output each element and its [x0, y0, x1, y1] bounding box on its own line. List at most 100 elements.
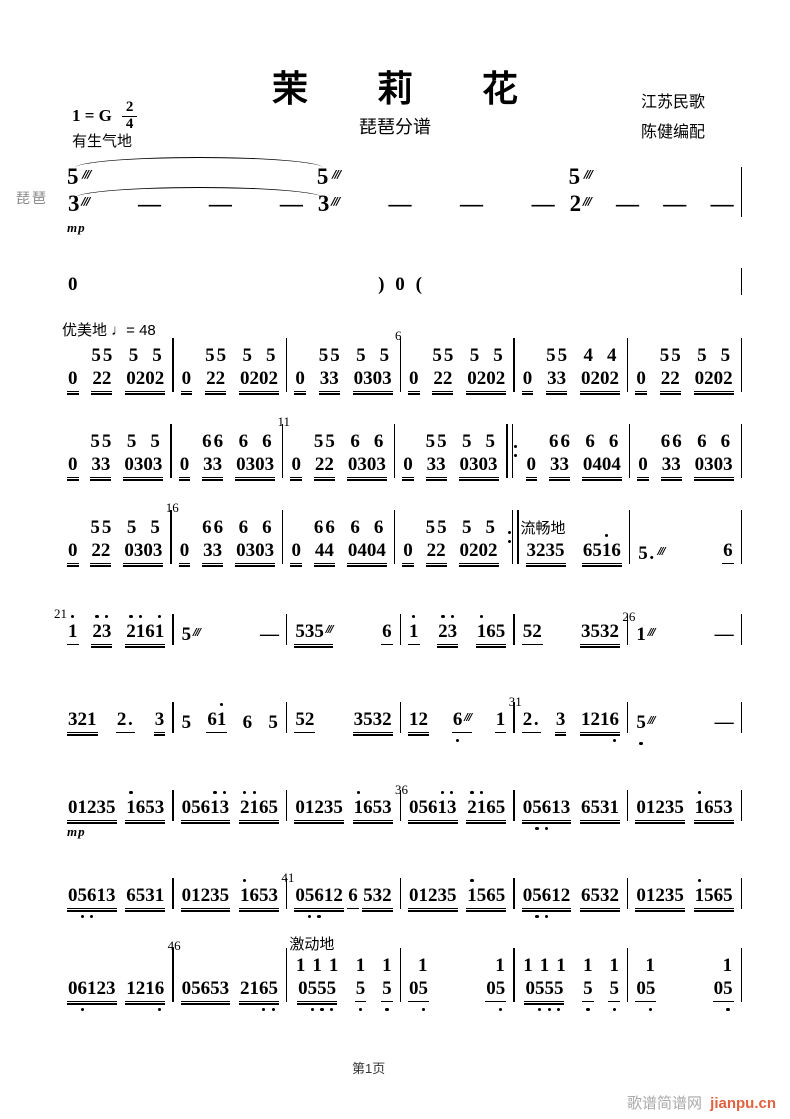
note-text: 1: [494, 709, 507, 733]
note-digit: 6: [548, 431, 559, 453]
note-digit: 0: [258, 367, 269, 389]
repeat-end-barline: [507, 510, 519, 564]
note-digit: 3: [264, 539, 275, 561]
note-text: 0: [408, 368, 420, 396]
barline: [513, 614, 515, 645]
note-digit: 2: [249, 367, 259, 389]
note-digit: 6: [348, 884, 358, 906]
note-digit: 3: [210, 884, 220, 906]
note-digit: 2: [101, 367, 112, 389]
note-digit: 6: [126, 884, 136, 906]
note-digit: 3: [154, 796, 165, 818]
note-digit: 5: [317, 977, 327, 1012]
upper-voice: 1: [582, 953, 594, 977]
note-text: 0: [294, 368, 306, 396]
note-group: 5///: [181, 624, 202, 645]
note-group: 1: [408, 614, 420, 645]
tremolo-mark: ///: [657, 546, 666, 557]
site-url-link[interactable]: jianpu.cn: [710, 1095, 776, 1112]
tempo-label: 优美地 ♩= 48: [62, 321, 156, 339]
note-text: 0: [180, 368, 193, 396]
note-digit: 5: [469, 345, 480, 367]
note-digit: 2: [200, 884, 211, 906]
barline: [740, 702, 743, 733]
measure: 21 1 2 3 2 1 6 1: [54, 606, 172, 649]
note-digit: 2: [532, 620, 542, 642]
note-digit: 3: [363, 367, 373, 389]
note-digit: 4: [606, 345, 617, 367]
note-text: 0: [178, 540, 191, 568]
note-digit: 3: [556, 367, 567, 389]
tempo-label: 激动地: [289, 935, 335, 953]
note-digit: 1: [353, 790, 364, 818]
note-digit: 2: [609, 367, 619, 389]
barline: [285, 702, 288, 733]
note-digit: 5: [674, 796, 684, 818]
note-digit: 3: [245, 453, 256, 475]
note-digit: 5: [555, 539, 565, 561]
note-digit: 2: [239, 977, 250, 999]
score-subtitle: 琵琶分谱: [359, 117, 431, 137]
measure: 11 0 5 5 2 2 6 6 0 3 0 3: [277, 414, 393, 482]
note-digit: 3: [353, 708, 364, 730]
note-digit: 3: [152, 453, 163, 475]
upper-voice: 1: [634, 953, 658, 977]
note-digit: 0: [713, 367, 724, 389]
upper-voice: 1: [484, 953, 508, 977]
note-digit: (: [415, 273, 422, 295]
note-digit: 1: [145, 977, 155, 999]
note-digit: 1: [87, 977, 97, 999]
note-digit: 2: [495, 367, 506, 389]
upper-voice: [137, 160, 161, 190]
duration-dash: —: [279, 191, 303, 216]
note-digit: 5: [534, 977, 545, 1012]
note-digit: 0: [236, 453, 246, 475]
system-row: 0 5 5 2 2 5 5 0 3 0 3 16 0 6 6 3 3 6 6 0 3 0 3 0 6 6 4 4 6 6 0 4 0 4 0 5 5 2 2…: [60, 500, 743, 568]
note-digit: 0: [145, 367, 155, 389]
note-digit: 2: [469, 539, 479, 561]
note-digit: 2: [135, 367, 146, 389]
note-digit: 2: [560, 884, 571, 906]
note-digit: 5: [219, 884, 230, 906]
duration-dash: —: [615, 191, 639, 216]
note-digit: 5: [101, 517, 112, 539]
note-digit: 1: [135, 614, 146, 642]
tremolo-mark: ///: [193, 627, 201, 638]
note-digit: 3: [671, 453, 681, 475]
note-group: 0: [67, 515, 79, 568]
note-digit: 5: [713, 796, 724, 818]
note-digit: 0: [126, 367, 136, 389]
note-text: 0: [402, 540, 414, 568]
note-digit: 5: [382, 977, 392, 1012]
note-text: 5///: [181, 624, 202, 645]
note-digit: 3: [329, 367, 339, 389]
note-digit: 2: [438, 614, 448, 642]
